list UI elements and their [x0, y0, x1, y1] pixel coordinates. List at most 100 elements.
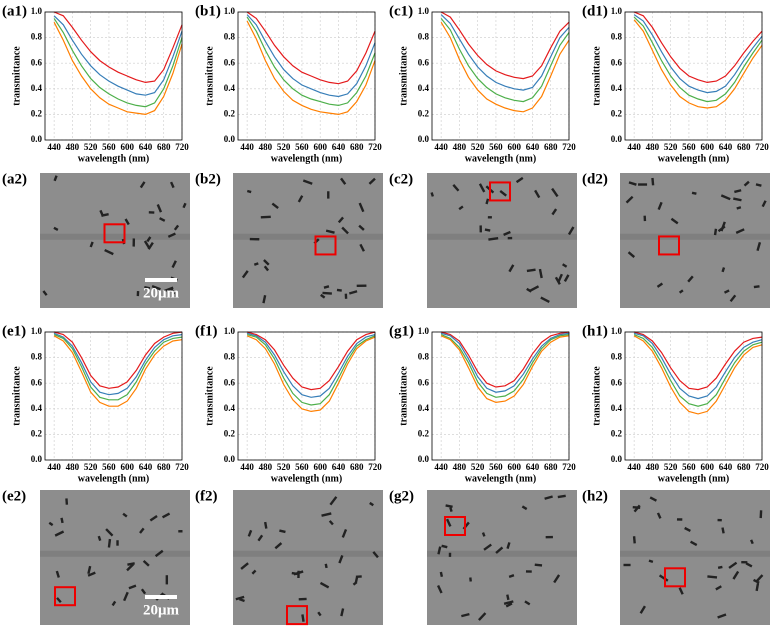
- x-tick-label: 520: [664, 142, 678, 152]
- particle: [136, 290, 140, 297]
- particle: [506, 594, 510, 601]
- particle: [104, 249, 114, 256]
- particle: [56, 597, 62, 604]
- particle: [271, 202, 279, 210]
- particle: [291, 571, 298, 576]
- particle: [567, 226, 575, 236]
- micrograph-band: [427, 550, 577, 557]
- spectrum-line: [53, 335, 183, 407]
- particle: [441, 544, 448, 549]
- x-tick-label: 600: [700, 462, 714, 472]
- particle: [53, 226, 59, 231]
- particle: [707, 575, 718, 579]
- particle: [173, 224, 180, 231]
- spectrum-line: [633, 16, 763, 103]
- spectrum-line: [440, 18, 570, 103]
- particle: [755, 583, 760, 592]
- particle: [148, 211, 155, 214]
- x-tick-label: 520: [471, 142, 485, 152]
- particle: [743, 180, 750, 187]
- particle: [87, 571, 96, 577]
- particle: [734, 189, 742, 194]
- particle: [341, 529, 348, 538]
- y-axis-label: transmittance: [11, 46, 22, 106]
- particle: [327, 191, 330, 199]
- particle: [240, 562, 249, 570]
- particle: [678, 289, 684, 294]
- particle: [687, 275, 694, 283]
- particle: [656, 282, 664, 288]
- panel-label: (a2): [2, 171, 27, 187]
- y-tick-label: 1.0: [31, 6, 43, 16]
- particle: [116, 540, 119, 546]
- x-tick-label: 560: [295, 462, 309, 472]
- particle: [452, 183, 460, 192]
- particle: [551, 208, 558, 216]
- particle: [171, 260, 177, 269]
- particle: [545, 535, 553, 539]
- particle: [111, 600, 117, 607]
- y-tick-label: 0.6: [224, 377, 236, 387]
- particle: [469, 577, 472, 582]
- x-tick-label: 480: [259, 462, 273, 472]
- particle: [479, 225, 482, 233]
- particle: [643, 215, 647, 222]
- particle: [142, 559, 150, 567]
- highlight-box: [286, 605, 308, 626]
- y-tick-label: 1.0: [418, 326, 430, 336]
- y-tick-label: 0.2: [224, 428, 236, 438]
- x-tick-label: 440: [47, 142, 61, 152]
- particle: [753, 285, 760, 289]
- x-tick-label: 520: [664, 462, 678, 472]
- scale-bar: [145, 595, 177, 599]
- y-tick-label: 0.4: [418, 83, 430, 93]
- particle: [356, 284, 367, 288]
- particle: [301, 614, 305, 622]
- particle: [105, 528, 114, 537]
- particle: [170, 288, 175, 295]
- particle: [146, 236, 152, 243]
- particle: [251, 569, 257, 575]
- particle: [359, 243, 365, 252]
- scale-bar-label: 20μm: [143, 602, 180, 618]
- x-tick-label: 720: [755, 462, 769, 472]
- spectrum-line: [53, 332, 183, 396]
- particle: [508, 574, 515, 578]
- x-tick-label: 480: [66, 142, 80, 152]
- panel-label: (h1): [582, 323, 608, 339]
- particle: [448, 552, 452, 557]
- particle: [324, 563, 328, 569]
- particle: [132, 238, 136, 247]
- spectrum-line: [246, 331, 376, 391]
- particle: [340, 608, 345, 617]
- particle: [557, 494, 566, 499]
- x-tick-label: 640: [526, 462, 540, 472]
- particle: [128, 584, 137, 590]
- y-axis-label: transmittance: [398, 46, 409, 106]
- particle: [144, 286, 151, 290]
- panel-label: (f2): [195, 488, 218, 504]
- particle: [503, 600, 514, 606]
- particle: [484, 228, 491, 232]
- particle: [340, 177, 347, 185]
- y-tick-label: 0.8: [418, 352, 430, 362]
- particle: [691, 191, 697, 195]
- x-tick-label: 640: [526, 142, 540, 152]
- panel-label: (f1): [195, 323, 218, 339]
- plot-frame: [624, 331, 763, 461]
- spectrum-line: [53, 15, 183, 96]
- x-tick-label: 680: [544, 142, 558, 152]
- particle: [246, 189, 252, 194]
- particle: [358, 202, 365, 213]
- particle: [503, 230, 511, 236]
- particle: [721, 267, 726, 273]
- x-axis-label: wavelength (nm): [465, 473, 536, 484]
- particle: [458, 205, 464, 211]
- x-tick-label: 520: [277, 462, 291, 472]
- particle: [279, 529, 286, 534]
- particle: [755, 183, 762, 187]
- y-tick-label: 0.2: [418, 428, 430, 438]
- particle: [721, 527, 725, 534]
- y-axis-label: transmittance: [591, 46, 602, 106]
- y-tick-label: 0.4: [224, 83, 236, 93]
